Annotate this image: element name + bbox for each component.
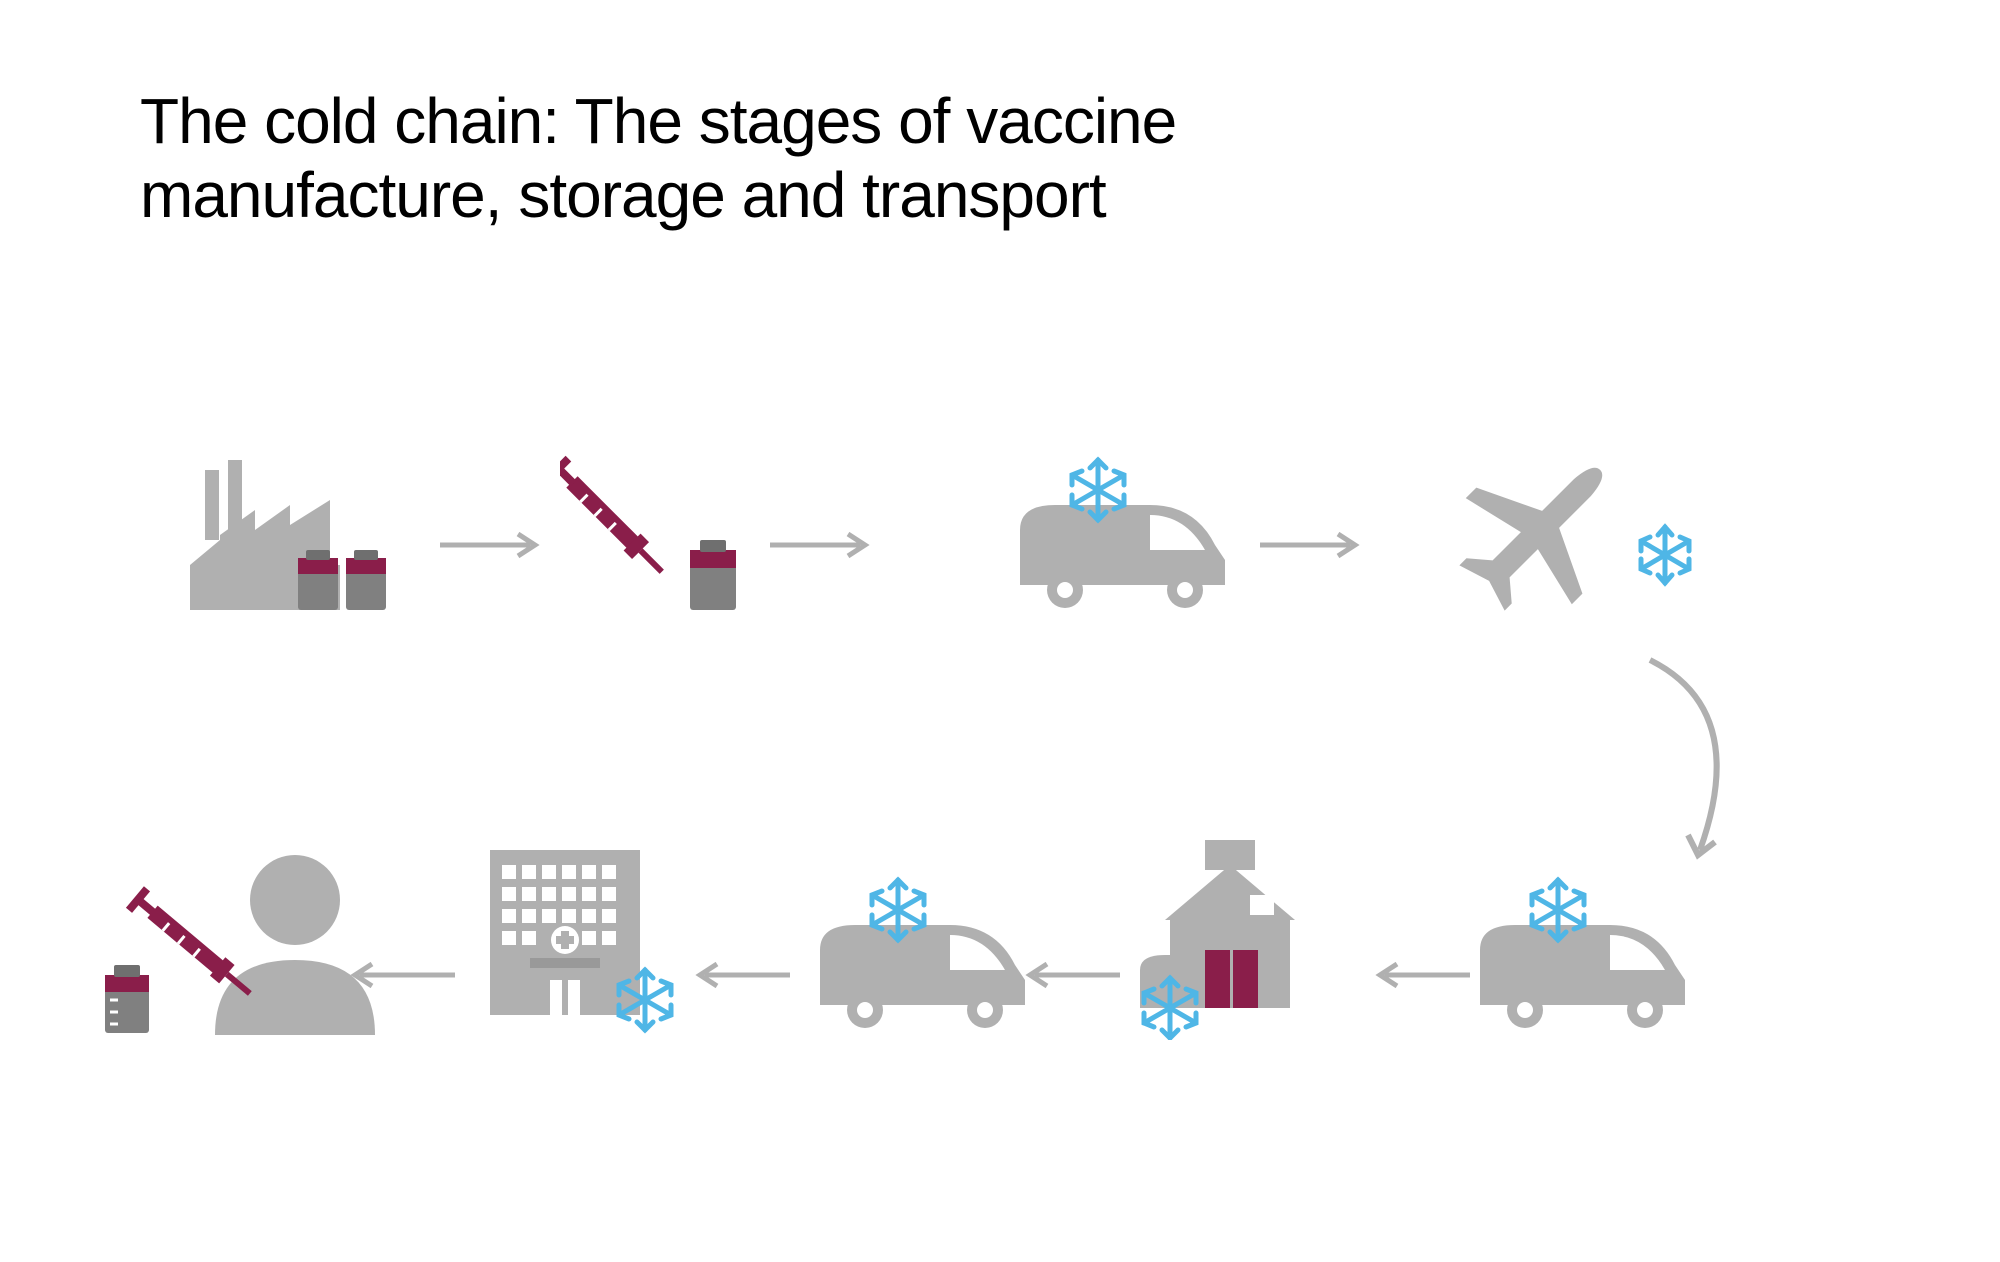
arrow-left-icon <box>690 960 790 995</box>
arrow-right-icon <box>440 530 550 565</box>
refrigerated-van-icon <box>800 870 1040 1040</box>
airplane-cold-icon <box>1430 440 1710 620</box>
refrigerated-van-icon <box>1460 870 1700 1040</box>
arrow-right-icon <box>1260 530 1370 565</box>
cold-chain-infographic: The cold chain: The stages of vaccine ma… <box>0 0 2000 1262</box>
refrigerated-van-icon <box>1000 450 1240 620</box>
page-title: The cold chain: The stages of vaccine ma… <box>140 85 1540 232</box>
warehouse-cold-icon <box>1110 840 1350 1040</box>
patient-syringe-icon <box>100 830 380 1040</box>
arrow-left-icon <box>1370 960 1470 995</box>
arrow-right-icon <box>770 530 880 565</box>
hospital-cold-icon <box>470 830 690 1040</box>
factory-icon <box>180 450 400 620</box>
arrow-curve-down-icon <box>1580 650 1780 885</box>
syringe-vial-icon <box>560 450 750 620</box>
